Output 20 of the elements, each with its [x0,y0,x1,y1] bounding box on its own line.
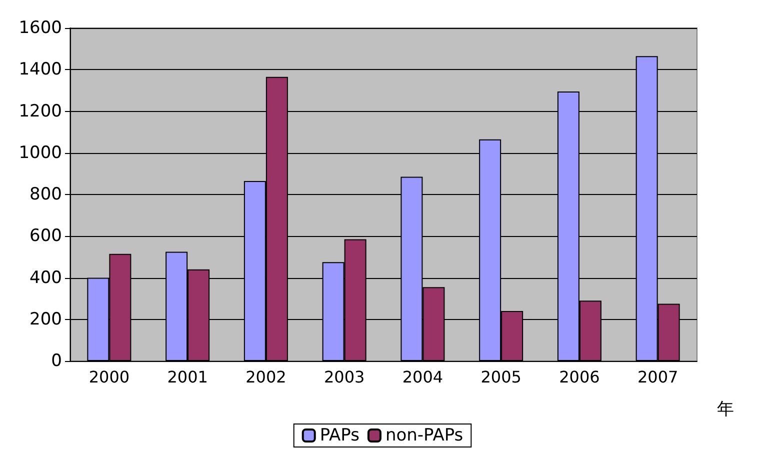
y-tick-label: 400 [30,268,62,288]
x-tick-label: 2004 [402,368,444,386]
x-tick-label: 2000 [88,368,130,386]
legend-label: PAPs [320,426,360,446]
x-tick-label: 2001 [167,368,208,386]
x-axis-title: 年 [717,400,734,420]
x-tick-label: 2006 [559,368,600,386]
y-tick-label: 1600 [18,18,62,38]
x-tick-label: 2007 [637,368,678,386]
y-tick-label: 600 [30,226,62,246]
legend-label: non-PAPs [385,426,464,446]
x-tick-label: 2002 [246,368,286,386]
x-tick-label: 2003 [324,368,365,386]
y-tick-label: 1200 [18,101,62,122]
y-tick-label: 1000 [18,142,62,163]
x-tick-label: 2005 [480,368,522,386]
y-tick-label: 0 [51,351,62,371]
y-tick-label: 800 [30,184,62,204]
y-tick-label: 200 [30,309,62,330]
y-tick-label: 1400 [18,60,62,80]
